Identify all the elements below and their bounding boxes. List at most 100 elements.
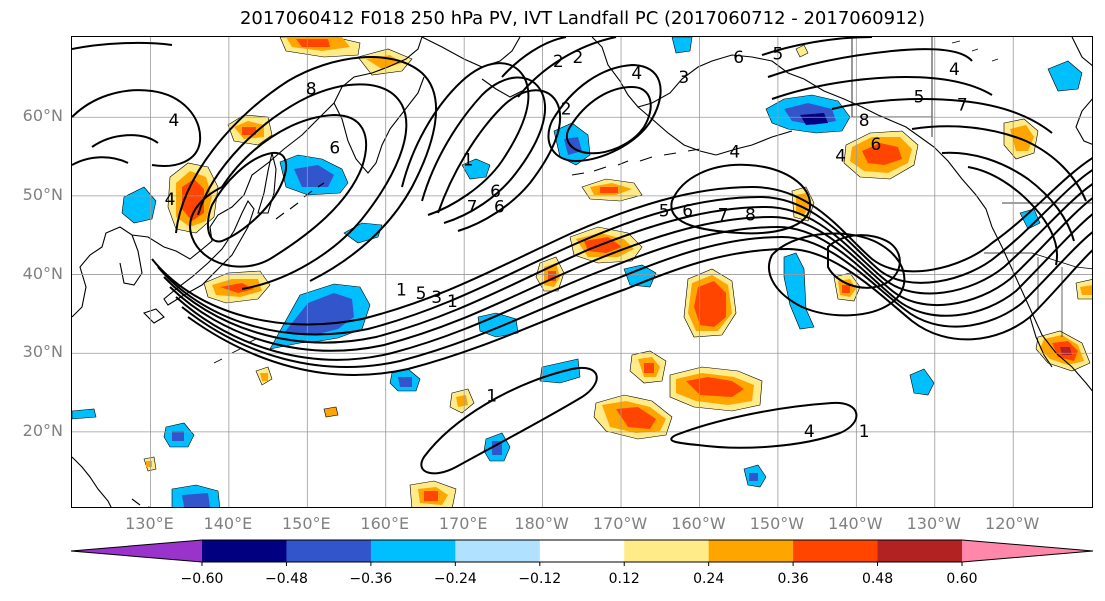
colorbar-bin bbox=[793, 540, 879, 562]
colorbar-tick-label: −0.60 bbox=[180, 571, 224, 587]
contour-label: 3 bbox=[431, 288, 442, 308]
contour-label: 4 bbox=[835, 147, 846, 167]
colorbar bbox=[70, 539, 1094, 566]
colorbar-bin bbox=[286, 540, 372, 562]
colorbar-tick-label: 0.36 bbox=[777, 571, 809, 587]
colorbar-bin bbox=[624, 540, 710, 562]
colorbar-tick-label: −0.48 bbox=[264, 571, 308, 587]
colorbar-bin bbox=[708, 540, 794, 562]
longitude-label: 170°E bbox=[438, 514, 488, 533]
contour-label: 6 bbox=[871, 135, 882, 155]
latitude-label: 50°N bbox=[22, 184, 63, 204]
longitude-label: 160°E bbox=[360, 514, 410, 533]
positive-anomaly-patch bbox=[683, 268, 737, 338]
positive-anomaly-patch bbox=[409, 480, 457, 507]
negative-anomaly-patch bbox=[539, 358, 581, 384]
contour-label: 4 bbox=[729, 143, 740, 163]
positive-anomaly-patch bbox=[843, 130, 919, 180]
longitude-label: 150°W bbox=[749, 514, 805, 533]
latitude-label: 30°N bbox=[22, 342, 63, 362]
positive-anomaly-patch bbox=[569, 226, 643, 264]
longitude-label: 150°E bbox=[281, 514, 331, 533]
positive-anomaly-patch bbox=[593, 394, 673, 440]
longitude-label: 130°E bbox=[125, 514, 174, 533]
longitude-label: 130°W bbox=[906, 514, 961, 533]
contour-label: 6 bbox=[329, 139, 340, 159]
pv-contours bbox=[72, 37, 1092, 475]
negative-anomaly-patch bbox=[72, 408, 97, 420]
map-title: 2017060412 F018 250 hPa PV, IVT Landfall… bbox=[239, 8, 926, 29]
latitude-label: 40°N bbox=[22, 263, 63, 283]
contour-label: 6 bbox=[733, 48, 744, 68]
positive-anomaly-patch bbox=[1035, 330, 1091, 372]
contour-label: 6 bbox=[682, 202, 693, 222]
contour-label: 3 bbox=[678, 68, 689, 88]
positive-anomaly-patch bbox=[629, 350, 667, 384]
negative-anomaly-patch bbox=[623, 264, 657, 288]
latitude-label: 60°N bbox=[22, 106, 63, 126]
colorbar-bin bbox=[455, 540, 541, 562]
negative-anomaly-patch bbox=[279, 154, 349, 196]
latitude-label: 20°N bbox=[22, 420, 63, 440]
negative-anomaly-patch bbox=[765, 94, 851, 134]
contour-label: 5 bbox=[659, 202, 670, 222]
contour-label: 8 bbox=[859, 111, 870, 131]
contour-label: 5 bbox=[914, 88, 925, 108]
contour-label: 2 bbox=[561, 99, 572, 119]
contour-label: 4 bbox=[631, 64, 642, 84]
colorbar-tick-label: 0.60 bbox=[946, 571, 978, 587]
negative-anomaly-patch bbox=[783, 252, 815, 330]
colorbar-tick-label: 0.24 bbox=[693, 571, 725, 587]
negative-anomaly-patch bbox=[171, 484, 221, 507]
positive-anomaly-patch bbox=[795, 44, 809, 58]
contour-label: 5 bbox=[772, 44, 783, 64]
positive-anomaly-patch bbox=[203, 270, 271, 304]
colorbar-bin bbox=[877, 540, 963, 562]
gridlines bbox=[72, 37, 1092, 507]
colorbar-tick-label: −0.36 bbox=[349, 571, 393, 587]
colorbar-extend-high bbox=[962, 540, 1093, 562]
colorbar-extend-low bbox=[71, 540, 202, 562]
colorbar-tick-label: −0.24 bbox=[433, 571, 477, 587]
contour-label: 1 bbox=[486, 387, 497, 407]
negative-anomaly-patch bbox=[743, 464, 767, 488]
positive-anomaly-patch bbox=[1075, 279, 1092, 300]
positive-anomaly-patch bbox=[669, 366, 763, 412]
longitude-label: 160°W bbox=[671, 514, 726, 533]
positive-anomaly-patch bbox=[255, 366, 273, 386]
contour-label: 4 bbox=[804, 422, 815, 442]
colorbar-tick-label: −0.12 bbox=[518, 571, 562, 587]
contour-label: 1 bbox=[396, 280, 407, 300]
positive-anomaly-patch bbox=[323, 406, 339, 418]
negative-anomaly-patch bbox=[1019, 208, 1041, 230]
coastlines bbox=[72, 37, 1092, 507]
negative-anomaly-patch bbox=[909, 368, 935, 396]
contour-label: 2 bbox=[553, 52, 564, 72]
negative-anomaly-patch bbox=[121, 186, 157, 224]
contour-label: 7 bbox=[718, 206, 729, 226]
positive-anomaly-patch bbox=[279, 37, 361, 58]
contour-label: 4 bbox=[165, 190, 176, 210]
colorbar-bin bbox=[370, 540, 456, 562]
negative-anomaly-patch bbox=[671, 37, 693, 54]
positive-anomaly-patch bbox=[581, 178, 643, 202]
positive-anomaly-patch bbox=[143, 456, 157, 472]
colorbar-bin bbox=[202, 540, 287, 562]
contour-label: 2 bbox=[572, 48, 583, 68]
contour-label: 8 bbox=[745, 206, 756, 226]
contour-label: 4 bbox=[949, 60, 960, 80]
contour-label: 1 bbox=[859, 422, 870, 442]
ivt-shading bbox=[72, 37, 1092, 507]
negative-anomaly-patch bbox=[1047, 60, 1083, 92]
colorbar-bin bbox=[539, 540, 625, 562]
negative-anomaly-patch bbox=[461, 158, 491, 180]
contour-label: 8 bbox=[306, 80, 317, 100]
contour-label: 7 bbox=[957, 95, 968, 115]
longitude-label: 170°W bbox=[592, 514, 648, 533]
contour-label: 1 bbox=[463, 151, 474, 171]
colorbar-tick-label: 0.48 bbox=[861, 571, 894, 587]
colorbar-tick-label: 0.12 bbox=[608, 571, 640, 587]
negative-anomaly-patch bbox=[163, 422, 195, 448]
contour-label: 7 bbox=[467, 198, 478, 218]
